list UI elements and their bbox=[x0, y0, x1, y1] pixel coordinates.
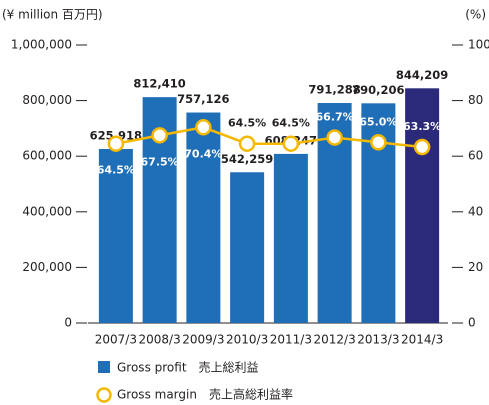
bar-value-label: 757,126 bbox=[177, 92, 229, 106]
margin-value-label: 64.5% bbox=[97, 164, 135, 177]
y2-tick-label: 60 bbox=[468, 149, 483, 163]
margin-value-label: 66.7% bbox=[316, 111, 354, 124]
margin-value-label: 64.5% bbox=[272, 117, 310, 130]
bar-value-label: 542,259 bbox=[221, 152, 273, 166]
legend-label: Gross margin 売上高総利益率 bbox=[117, 387, 293, 402]
y2-tick-label: 40 bbox=[468, 204, 483, 218]
margin-marker bbox=[370, 134, 387, 151]
x-tick-label: 2012/3 bbox=[314, 333, 356, 347]
margin-value-label: 70.4% bbox=[184, 147, 222, 160]
x-tick-label: 2008/3 bbox=[139, 333, 181, 347]
y-tick-label: 0 bbox=[64, 316, 72, 330]
legend-swatch bbox=[98, 361, 110, 373]
y-tick-label: 600,000 bbox=[22, 149, 72, 163]
y-tick-label: 1,000,000 bbox=[11, 38, 72, 52]
y2-tick-label: 100 bbox=[468, 38, 489, 52]
y-tick-label: 200,000 bbox=[22, 260, 72, 274]
margin-value-label: 65.0% bbox=[359, 115, 397, 128]
y-tick-label: 800,000 bbox=[22, 93, 72, 107]
y2-tick-label: 0 bbox=[468, 316, 476, 330]
margin-marker bbox=[326, 129, 343, 146]
x-tick-label: 2010/3 bbox=[226, 333, 268, 347]
x-tick-label: 2013/3 bbox=[357, 333, 399, 347]
margin-value-label: 67.5% bbox=[141, 155, 179, 168]
margin-marker bbox=[282, 135, 300, 152]
y-tick-label: 400,000 bbox=[22, 204, 72, 218]
bar bbox=[186, 112, 221, 323]
y2-axis-label: (%) bbox=[465, 8, 486, 22]
margin-marker bbox=[151, 127, 168, 144]
margin-value-label: 63.3% bbox=[403, 120, 441, 133]
margin-marker bbox=[107, 135, 125, 152]
y2-tick-label: 20 bbox=[468, 260, 483, 274]
margin-value-label: 64.5% bbox=[228, 117, 266, 130]
bar bbox=[230, 172, 265, 323]
x-tick-label: 2009/3 bbox=[182, 333, 224, 347]
bar-value-label: 812,410 bbox=[133, 77, 185, 91]
x-tick-label: 2014/3 bbox=[401, 333, 443, 347]
margin-marker bbox=[413, 138, 431, 156]
legend-marker bbox=[96, 387, 112, 403]
x-tick-label: 2011/3 bbox=[270, 333, 312, 347]
y-axis-label: (¥ million 百万円) bbox=[2, 8, 103, 22]
bar-value-label: 844,209 bbox=[396, 68, 448, 82]
margin-marker bbox=[238, 135, 256, 152]
legend-label: Gross profit 売上総利益 bbox=[117, 360, 259, 375]
bar bbox=[98, 148, 133, 323]
bar-value-label: 790,206 bbox=[352, 83, 404, 97]
bar-value-label: 791,288 bbox=[308, 83, 360, 97]
x-tick-label: 2007/3 bbox=[95, 333, 137, 347]
bar bbox=[273, 153, 308, 323]
y2-tick-label: 80 bbox=[468, 93, 483, 107]
bar bbox=[405, 88, 440, 323]
margin-marker bbox=[195, 119, 212, 136]
